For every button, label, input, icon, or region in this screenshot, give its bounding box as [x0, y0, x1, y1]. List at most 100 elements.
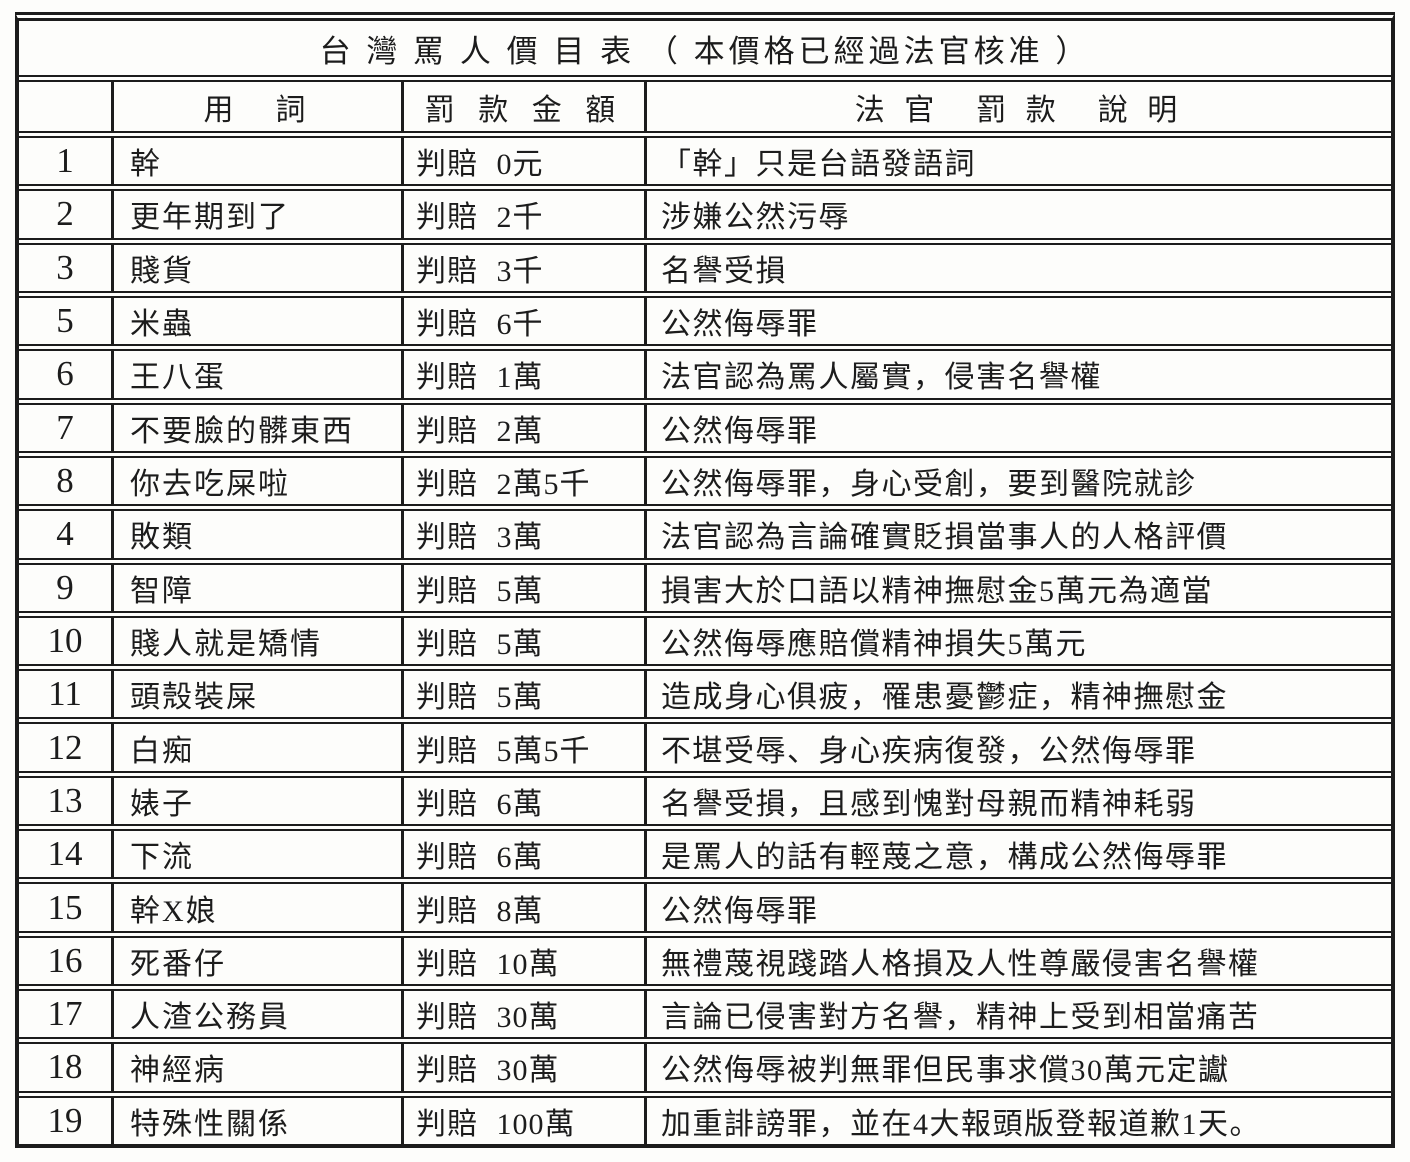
fine-amount: 判賠 2萬: [401, 404, 644, 451]
fine-amount: 判賠 3萬: [401, 511, 644, 558]
table-row: 16 死番仔 判賠 10萬 無禮蔑視踐踏人格損及人性尊嚴侵害名譽權: [19, 930, 1391, 984]
judge-explanation: 公然侮辱應賠償精神損失5萬元: [644, 617, 1391, 665]
row-number: 4: [56, 514, 74, 554]
table-row: 11 頭殼裝屎 判賠 5萬 造成身心俱疲，罹患憂鬱症，精神撫慰金: [19, 664, 1391, 718]
judge-explanation: 造成身心俱疲，罹患憂鬱症，精神撫慰金: [644, 671, 1391, 718]
fine-amount: 判賠 5萬: [401, 617, 644, 665]
table-row: 6 王八蛋 判賠 1萬 法官認為罵人屬實，侵害名譽權: [19, 344, 1391, 398]
table-header-row: 用 詞 罰 款 金 額 法 官 罰 款 說 明: [19, 75, 1391, 131]
fine-amount: 判賠 2千: [401, 191, 644, 238]
judge-explanation: 加重誹謗罪，並在4大報頭版登報道歉1天。: [644, 1097, 1391, 1144]
fine-amount: 判賠 5萬: [401, 564, 644, 611]
insult-term: 白痴: [111, 724, 401, 771]
judge-explanation: 不堪受辱、身心疾病復發，公然侮辱罪: [644, 724, 1391, 771]
table-title: 台 灣 罵 人 價 目 表 （ 本價格已經過法官核准 ）: [319, 33, 1091, 69]
judge-explanation: 公然侮辱罪: [644, 884, 1391, 931]
fine-amount: 判賠 0元: [401, 138, 644, 185]
fine-amount: 判賠 6萬: [401, 777, 644, 825]
row-number: 13: [47, 780, 83, 820]
table-row: 3 賤貨 判賠 3千 名譽受損: [19, 237, 1391, 291]
insult-term: 頭殼裝屎: [111, 671, 401, 718]
judge-explanation: 公然侮辱被判無罪但民事求償30萬元定讞: [644, 1044, 1391, 1091]
price-table: 台 灣 罵 人 價 目 表 （ 本價格已經過法官核准 ） 用 詞 罰 款 金 額…: [15, 12, 1395, 1148]
table-row: 4 敗類 判賠 3萬 法官認為言論確實貶損當事人的人格評價: [19, 504, 1391, 558]
row-number: 10: [47, 620, 83, 660]
fine-amount: 判賠 6萬: [401, 831, 644, 878]
judge-explanation: 公然侮辱罪: [644, 404, 1391, 451]
fine-amount: 判賠 30萬: [401, 1044, 644, 1091]
insult-term: 智障: [111, 564, 401, 611]
row-number: 7: [56, 407, 74, 447]
table-row: 10 賤人就是矯情 判賠 5萬 公然侮辱應賠償精神損失5萬元: [19, 610, 1391, 665]
fine-amount: 判賠 1萬: [401, 351, 644, 398]
judge-explanation: 公然侮辱罪: [644, 297, 1391, 345]
row-number: 5: [56, 301, 74, 341]
row-number: 11: [48, 674, 82, 714]
table-row: 2 更年期到了 判賠 2千 涉嫌公然污辱: [19, 184, 1391, 238]
table-row: 15 幹X娘 判賠 8萬 公然侮辱罪: [19, 877, 1391, 931]
insult-term: 死番仔: [111, 937, 401, 984]
table-row: 12 白痴 判賠 5萬5千 不堪受辱、身心疾病復發，公然侮辱罪: [19, 717, 1391, 771]
table-row: 18 神經病 判賠 30萬 公然侮辱被判無罪但民事求償30萬元定讞: [19, 1037, 1391, 1091]
table-body: 1 幹 判賠 0元 「幹」只是台語發語詞 2 更年期到了 判賠 2千 涉嫌公然污…: [19, 131, 1391, 1144]
fine-amount: 判賠 5萬5千: [401, 724, 644, 771]
row-number: 12: [47, 727, 83, 767]
row-number: 9: [56, 567, 74, 607]
fine-amount: 判賠 3千: [401, 244, 644, 291]
row-number: 1: [56, 141, 74, 181]
fine-amount: 判賠 8萬: [401, 884, 644, 931]
insult-term: 王八蛋: [111, 351, 401, 398]
column-header-fine: 罰 款 金 額: [401, 82, 644, 131]
judge-explanation: 「幹」只是台語發語詞: [644, 138, 1391, 185]
fine-amount: 判賠 30萬: [401, 991, 644, 1038]
judge-explanation: 名譽受損: [644, 244, 1391, 291]
row-number: 6: [56, 354, 74, 394]
judge-explanation: 言論已侵害對方名譽，精神上受到相當痛苦: [644, 991, 1391, 1038]
judge-explanation: 是罵人的話有輕蔑之意，構成公然侮辱罪: [644, 831, 1391, 878]
row-number: 17: [47, 994, 83, 1034]
insult-term: 敗類: [111, 511, 401, 558]
insult-term: 特殊性關係: [111, 1097, 401, 1144]
insult-term: 神經病: [111, 1044, 401, 1091]
fine-amount: 判賠 6千: [401, 297, 644, 345]
row-number: 3: [56, 247, 74, 287]
table-row: 8 你去吃屎啦 判賠 2萬5千 公然侮辱罪，身心受創，要到醫院就診: [19, 450, 1391, 505]
table-row: 9 智障 判賠 5萬 損害大於口語以精神撫慰金5萬元為適當: [19, 557, 1391, 611]
column-header-number: [19, 82, 111, 131]
insult-term: 幹X娘: [111, 884, 401, 931]
row-number: 19: [47, 1100, 83, 1140]
fine-amount: 判賠 5萬: [401, 671, 644, 718]
insult-term: 你去吃屎啦: [111, 457, 401, 505]
table-row: 1 幹 判賠 0元 「幹」只是台語發語詞: [19, 131, 1391, 185]
insult-term: 不要臉的髒東西: [111, 404, 401, 451]
insult-term: 婊子: [111, 777, 401, 825]
table-row: 5 米蟲 判賠 6千 公然侮辱罪: [19, 290, 1391, 345]
judge-explanation: 涉嫌公然污辱: [644, 191, 1391, 238]
column-header-term: 用 詞: [111, 82, 401, 131]
insult-term: 下流: [111, 831, 401, 878]
row-number: 2: [56, 194, 74, 234]
fine-amount: 判賠 2萬5千: [401, 457, 644, 505]
table-row: 17 人渣公務員 判賠 30萬 言論已侵害對方名譽，精神上受到相當痛苦: [19, 984, 1391, 1038]
judge-explanation: 損害大於口語以精神撫慰金5萬元為適當: [644, 564, 1391, 611]
table-row: 19 特殊性關係 判賠 100萬 加重誹謗罪，並在4大報頭版登報道歉1天。: [19, 1090, 1391, 1144]
table-row: 7 不要臉的髒東西 判賠 2萬 公然侮辱罪: [19, 397, 1391, 451]
judge-explanation: 名譽受損，且感到愧對母親而精神耗弱: [644, 777, 1391, 825]
row-number: 8: [56, 461, 74, 501]
row-number: 16: [47, 940, 83, 980]
row-number: 14: [47, 834, 83, 874]
insult-term: 賤貨: [111, 244, 401, 291]
row-number: 15: [47, 887, 83, 927]
table-row: 13 婊子 判賠 6萬 名譽受損，且感到愧對母親而精神耗弱: [19, 770, 1391, 825]
row-number: 18: [47, 1047, 83, 1087]
fine-amount: 判賠 10萬: [401, 937, 644, 984]
insult-term: 人渣公務員: [111, 991, 401, 1038]
judge-explanation: 無禮蔑視踐踏人格損及人性尊嚴侵害名譽權: [644, 937, 1391, 984]
insult-term: 幹: [111, 138, 401, 185]
column-header-explanation: 法 官 罰 款 說 明: [644, 82, 1391, 131]
table-row: 14 下流 判賠 6萬 是罵人的話有輕蔑之意，構成公然侮辱罪: [19, 824, 1391, 878]
judge-explanation: 法官認為罵人屬實，侵害名譽權: [644, 351, 1391, 398]
judge-explanation: 法官認為言論確實貶損當事人的人格評價: [644, 511, 1391, 558]
insult-term: 賤人就是矯情: [111, 617, 401, 665]
insult-term: 更年期到了: [111, 191, 401, 238]
